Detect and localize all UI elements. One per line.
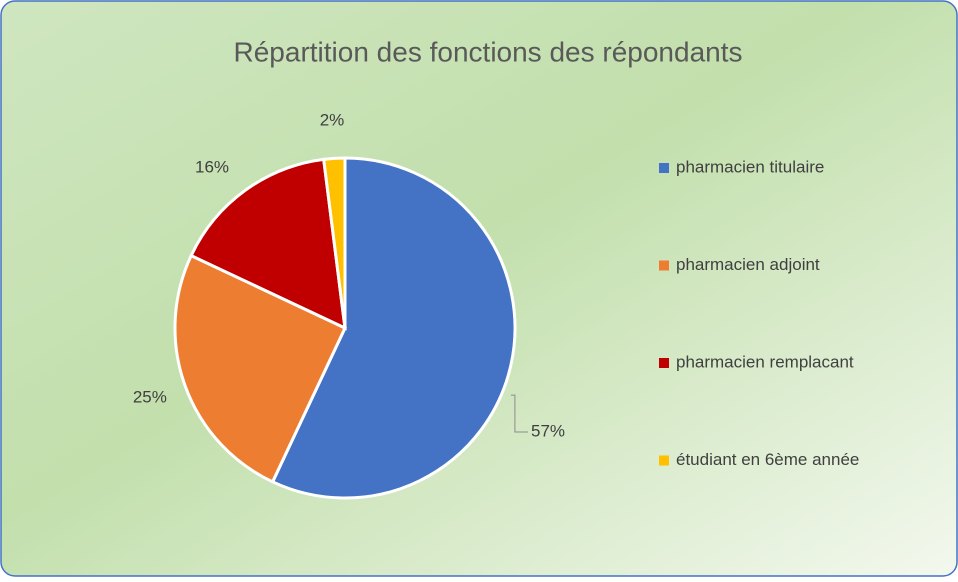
legend-label: pharmacien remplacant [676,352,854,371]
legend-swatch [659,163,669,173]
legend-label: pharmacien adjoint [676,255,820,274]
data-label: 57% [531,421,565,440]
data-label: 25% [133,388,167,407]
pie-slice [270,156,517,500]
legend-swatch [659,455,669,466]
pie-slice [189,157,347,331]
legend-swatch [659,260,669,271]
leader-line [510,394,528,433]
legend-swatch [659,358,669,368]
pie-slice [173,253,347,484]
legend-label: étudiant en 6ème année [676,450,859,469]
data-label: 16% [195,157,229,176]
chart-title: Répartition des fonctions des répondants [234,36,743,67]
legend-label: pharmacien titulaire [676,157,824,176]
data-label: 2% [320,110,345,129]
pie-slice [322,156,347,329]
